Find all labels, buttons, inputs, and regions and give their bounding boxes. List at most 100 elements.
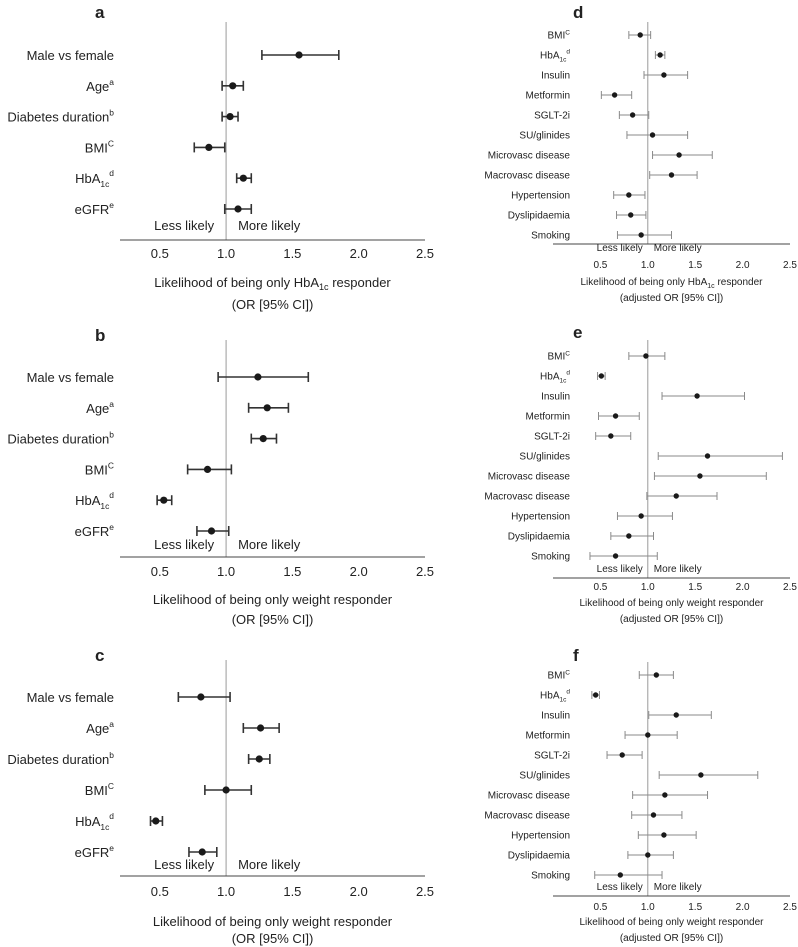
- x-axis-sublabel: (OR [95% CI]): [232, 612, 314, 627]
- row-label: Microvasc disease: [488, 151, 571, 162]
- row-label-superscript: b: [109, 430, 114, 440]
- row-label-superscript: e: [109, 522, 114, 532]
- or-point: [295, 51, 303, 59]
- row-label-text: BMI: [85, 140, 108, 155]
- tick-label: 2.5: [416, 246, 434, 261]
- row-label: HbA1cd: [75, 168, 114, 189]
- less-likely-label: Less likely: [154, 537, 214, 552]
- row-label-text: HbA: [75, 171, 101, 186]
- x-axis-label: Likelihood of being only weight responde…: [153, 592, 393, 607]
- tick-label: 1.0: [641, 582, 655, 593]
- or-point: [662, 792, 668, 798]
- or-point: [160, 496, 168, 504]
- x-axis-label: Likelihood of being only weight responde…: [579, 917, 764, 928]
- or-point: [222, 786, 230, 794]
- x-axis-label: Likelihood of being only weight responde…: [579, 598, 764, 609]
- row-label: BMIC: [548, 670, 571, 682]
- or-point: [612, 553, 619, 559]
- x-axis-label: Likelihood of being only weight responde…: [153, 914, 393, 929]
- row-label-subscript: 1c: [100, 179, 109, 189]
- row-label-text: Diabetes duration: [7, 432, 109, 447]
- row-label-superscript: d: [109, 490, 114, 500]
- row-label: Male vs female: [27, 48, 114, 63]
- panel-d: d 0.5 1.0 1.5 2.0 2.5 Less likely More likely Li…: [484, 3, 797, 304]
- or-point: [694, 393, 700, 399]
- row-label: HbA1cd: [540, 689, 570, 704]
- row-label: SGLT-2i: [534, 432, 570, 443]
- row-label-text: SU/glinides: [519, 771, 570, 782]
- panel-label: c: [95, 646, 104, 665]
- more-likely-label: More likely: [654, 564, 702, 575]
- row-label-text: Hypertension: [511, 831, 570, 842]
- or-point: [598, 373, 605, 379]
- or-point: [256, 724, 265, 732]
- panel-b: b 0.5 1.0 1.5 2.0 2.5 Less likely More likely Li…: [7, 326, 434, 627]
- or-point: [152, 817, 160, 825]
- tick-label: 0.5: [593, 582, 607, 593]
- row-label: Metformin: [526, 731, 570, 742]
- tick-label: 2.0: [350, 564, 368, 579]
- row-label: HbA1cd: [75, 490, 114, 511]
- x-axis-sublabel: (adjusted OR [95% CI]): [620, 933, 723, 944]
- or-point: [657, 52, 663, 58]
- or-point: [197, 693, 205, 701]
- row-label-text: Metformin: [526, 91, 570, 102]
- tick-label: 0.5: [151, 246, 169, 261]
- row-label-superscript: C: [108, 781, 114, 791]
- row-label: Insulin: [541, 392, 570, 403]
- or-point: [629, 112, 636, 118]
- row-label-text: Insulin: [541, 711, 570, 722]
- row-label-superscript: C: [565, 670, 570, 677]
- panel-a: a 0.5 1.0 1.5 2.0 2.5 Less likely More likely Li…: [7, 3, 434, 312]
- row-label-subscript: 1c: [560, 57, 568, 64]
- row-label-superscript: C: [565, 30, 570, 37]
- x-axis-label-text: responder: [715, 277, 763, 288]
- panel-label: b: [95, 326, 105, 345]
- row-label: Male vs female: [27, 370, 114, 385]
- row-label-text: eGFR: [75, 524, 110, 539]
- row-label-text: Age: [86, 721, 109, 736]
- x-axis-sublabel: (adjusted OR [95% CI]): [620, 293, 723, 304]
- row-label-text: Microvasc disease: [488, 791, 571, 802]
- x-axis-label-text: responder: [329, 275, 392, 290]
- more-likely-label: More likely: [238, 218, 301, 233]
- tick-label: 1.5: [688, 260, 702, 271]
- row-label: Macrovasc disease: [484, 171, 570, 182]
- tick-label: 2.5: [783, 582, 797, 593]
- more-likely-label: More likely: [654, 882, 702, 893]
- or-point: [626, 192, 632, 198]
- row-label-text: HbA: [75, 493, 101, 508]
- or-point: [263, 404, 271, 412]
- row-label-text: Microvasc disease: [488, 472, 571, 483]
- row-label: BMIC: [548, 351, 571, 363]
- tick-label: 1.0: [641, 902, 655, 913]
- row-label-text: BMI: [548, 31, 566, 42]
- less-likely-label: Less likely: [597, 564, 643, 575]
- or-point: [653, 672, 660, 678]
- row-label-text: Macrovasc disease: [484, 492, 570, 503]
- row-label-text: Male vs female: [27, 690, 114, 705]
- or-point: [643, 353, 649, 359]
- row-label-subscript: 1c: [560, 378, 568, 385]
- panel-label: a: [95, 3, 105, 22]
- tick-label: 2.0: [736, 902, 750, 913]
- row-label: Male vs female: [27, 690, 114, 705]
- row-label: SGLT-2i: [534, 111, 570, 122]
- row-label-superscript: d: [566, 689, 570, 696]
- or-point: [661, 832, 667, 838]
- row-label-text: eGFR: [75, 845, 110, 860]
- panel-e: e 0.5 1.0 1.5 2.0 2.5 Less likely More likely Li…: [484, 323, 797, 625]
- row-label-text: Smoking: [531, 871, 570, 882]
- tick-label: 0.5: [151, 564, 169, 579]
- row-label: Smoking: [531, 871, 570, 882]
- less-likely-label: Less likely: [597, 243, 643, 254]
- row-label-superscript: e: [109, 200, 114, 210]
- row-label: SU/glinides: [519, 452, 570, 463]
- or-point: [608, 433, 614, 439]
- tick-label: 2.5: [416, 564, 434, 579]
- x-axis-label-subscript: 1c: [319, 282, 329, 292]
- row-label-text: SU/glinides: [519, 131, 570, 142]
- x-axis-sublabel: (OR [95% CI]): [232, 297, 314, 312]
- row-label: SU/glinides: [519, 131, 570, 142]
